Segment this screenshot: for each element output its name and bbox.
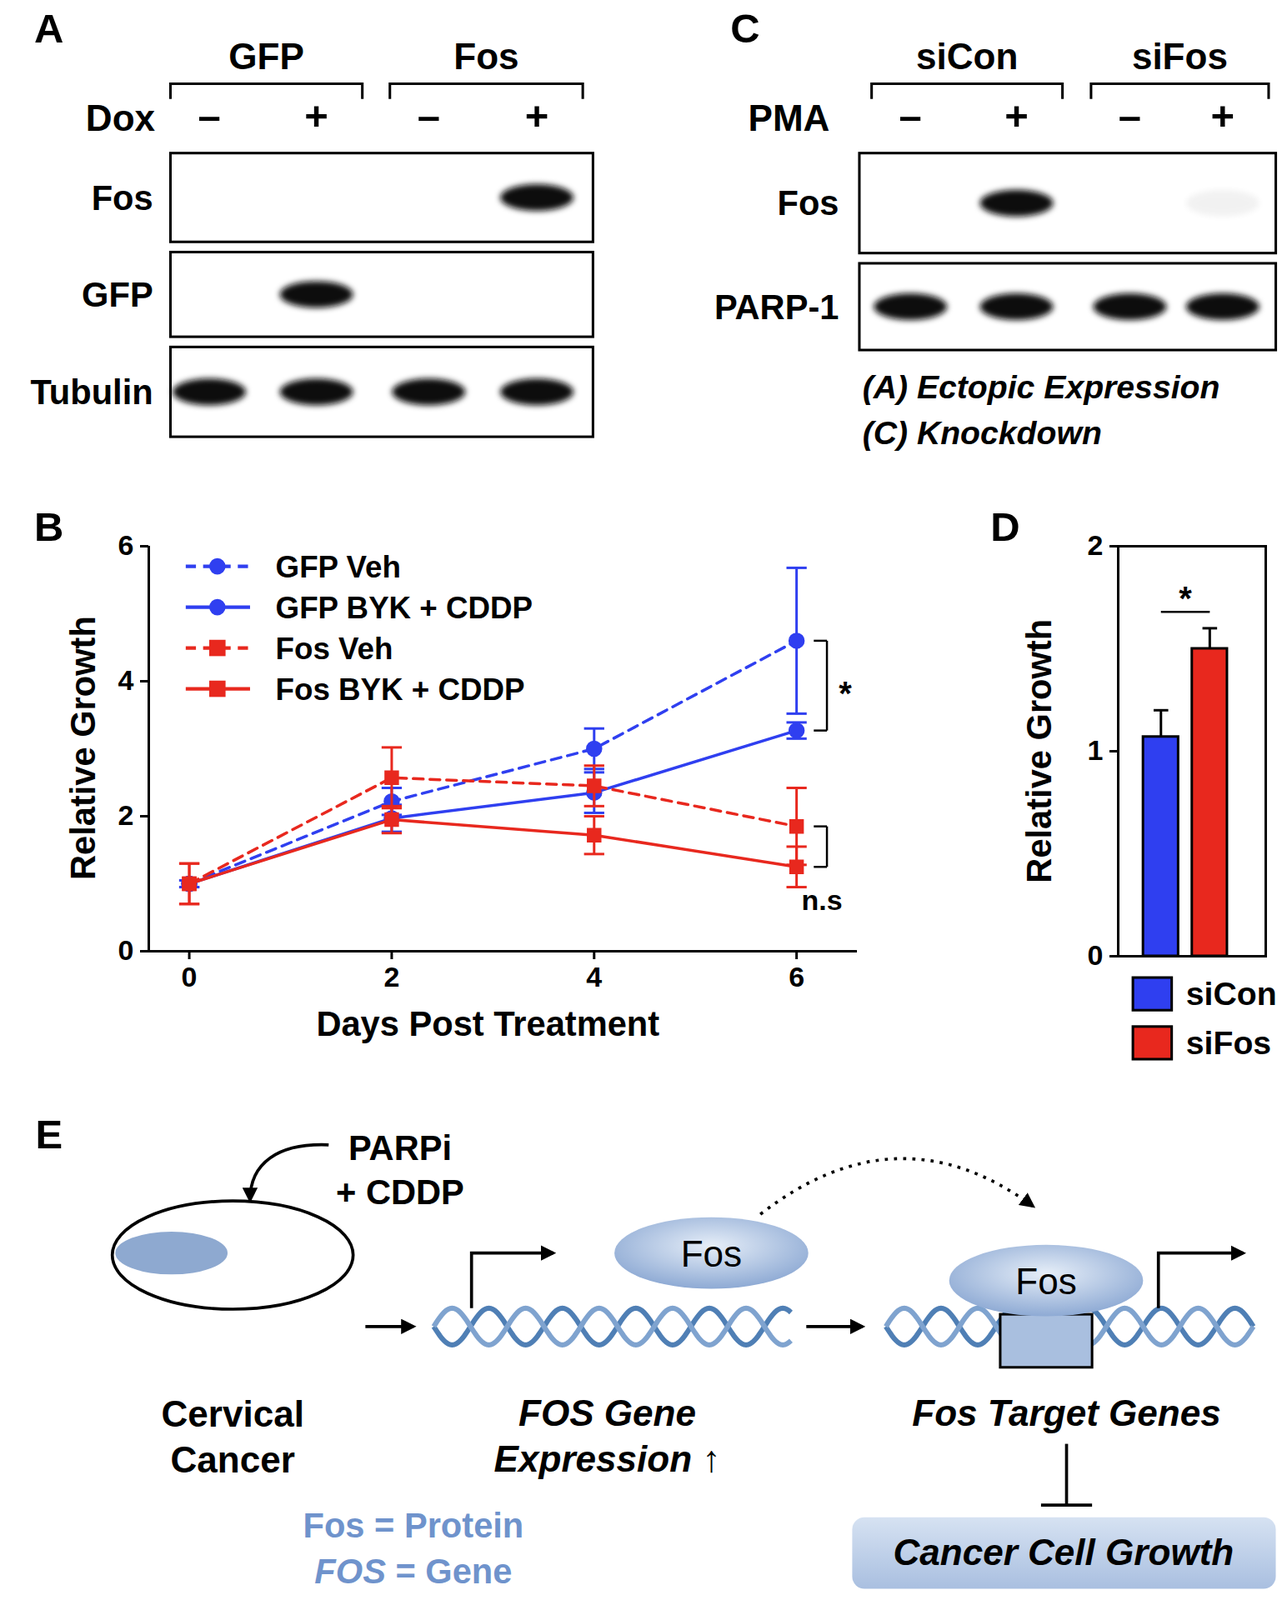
svg-text:Fos BYK + CDDP: Fos BYK + CDDP [275,672,526,707]
svg-text:PARP-1: PARP-1 [714,287,840,327]
svg-text:(C) Knockdown: (C) Knockdown [862,415,1102,451]
svg-text:6: 6 [788,961,805,993]
svg-text:E: E [35,1111,63,1157]
svg-text:6: 6 [118,529,135,561]
svg-text:+: + [525,93,550,139]
svg-text:siCon: siCon [916,35,1018,77]
svg-text:Fos = Protein: Fos = Protein [302,1506,524,1546]
svg-text:Days Post Treatment: Days Post Treatment [315,1004,660,1044]
svg-text:D: D [990,504,1020,550]
svg-text:siFos: siFos [1186,1025,1272,1062]
svg-text:GFP BYK + CDDP: GFP BYK + CDDP [275,590,533,626]
svg-text:(A) Ectopic Expression: (A) Ectopic Expression [862,369,1221,406]
svg-text:Relative Growth: Relative Growth [63,615,103,881]
svg-text:2: 2 [383,961,400,993]
svg-text:Dox: Dox [85,97,156,139]
svg-text:Fos: Fos [681,1233,742,1275]
svg-text:0: 0 [118,934,135,967]
svg-text:A: A [34,5,64,51]
svg-text:+: + [1211,93,1236,139]
svg-text:Fos: Fos [1015,1261,1077,1303]
svg-text:–: – [899,93,922,139]
svg-text:siFos: siFos [1131,35,1228,77]
svg-text:4: 4 [118,664,135,697]
svg-text:–: – [1118,93,1142,139]
svg-text:0: 0 [1087,939,1104,972]
svg-text:1: 1 [1087,734,1104,767]
svg-text:GFP Veh: GFP Veh [275,550,401,585]
svg-text:2: 2 [1087,529,1104,561]
svg-text:C: C [730,5,760,51]
svg-text:FOS = Gene: FOS = Gene [314,1552,512,1592]
svg-text:Cervical: Cervical [160,1393,304,1435]
svg-text:PARPi: PARPi [348,1128,452,1168]
svg-text:Cancer Cell Growth: Cancer Cell Growth [892,1532,1234,1573]
svg-text:Fos Target Genes: Fos Target Genes [911,1392,1222,1434]
svg-text:+: + [304,93,329,139]
svg-text:Fos Veh: Fos Veh [275,631,394,667]
svg-text:+: + [1004,93,1029,139]
svg-text:4: 4 [585,961,602,993]
svg-text:*: * [1178,580,1192,617]
svg-text:Fos: Fos [453,35,519,77]
svg-text:Relative Growth: Relative Growth [1019,619,1059,884]
svg-text:0: 0 [181,961,198,993]
svg-text:Fos: Fos [776,183,839,223]
svg-text:Fos: Fos [91,178,154,218]
svg-text:–: – [197,93,221,139]
svg-text:2: 2 [118,799,135,832]
svg-text:Cancer: Cancer [170,1439,295,1481]
svg-text:GFP: GFP [228,35,305,77]
svg-text:Expression ↑: Expression ↑ [494,1438,722,1480]
svg-text:FOS Gene: FOS Gene [518,1392,697,1434]
svg-text:Tubulin: Tubulin [30,372,153,412]
svg-text:PMA: PMA [748,97,831,139]
svg-text:–: – [417,93,441,139]
svg-text:B: B [34,504,64,550]
svg-text:*: * [838,675,852,712]
svg-text:siCon: siCon [1186,976,1277,1012]
svg-text:GFP: GFP [81,275,154,315]
svg-text:n.s: n.s [801,884,842,917]
svg-text:+ CDDP: + CDDP [335,1172,465,1212]
